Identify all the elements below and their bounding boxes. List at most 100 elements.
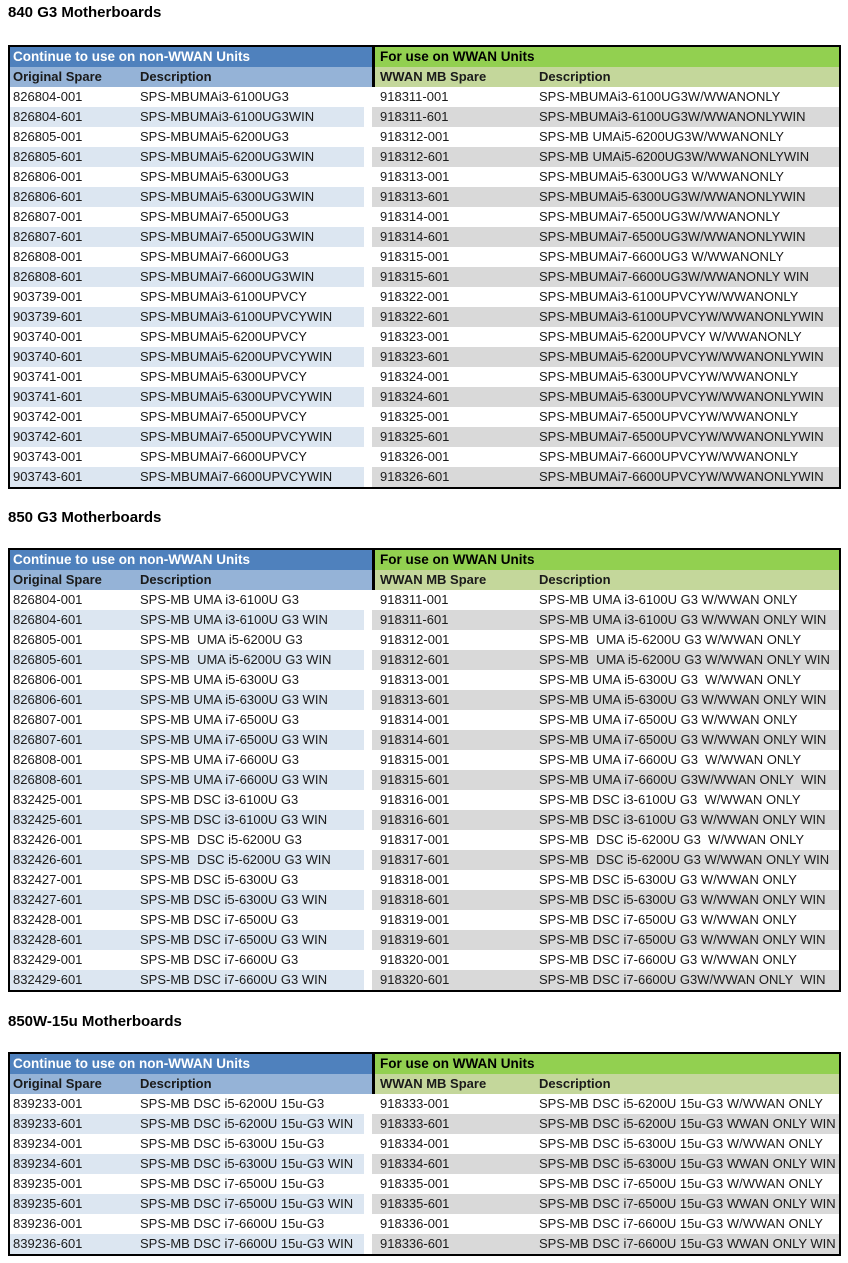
description-cell: SPS-MBUMAi3-6100UG3WIN (135, 107, 364, 127)
wwan-spare-cell: 918334-601 (372, 1154, 535, 1174)
wwan-spare-cell: 918317-001 (380, 832, 450, 847)
wwan-spare-cell: 918314-601 (372, 227, 535, 247)
table-row: 839233-601 SPS-MB DSC i5-6200U 15u-G3 WIN… (10, 1114, 839, 1134)
column-gap (364, 367, 372, 387)
description-cell: SPS-MBUMAi5-6300UG3WIN (135, 187, 364, 207)
table-row: 903740-001 SPS-MBUMAi5-6200UPVCY 918323-00… (10, 327, 839, 347)
wwan-description-cell: SPS-MB DSC i5-6300U G3 W/WWAN ONLY WIN (535, 890, 839, 910)
wwan-spare-cell: 918316-001 (380, 792, 450, 807)
column-gap (364, 467, 372, 487)
column-gap (364, 830, 372, 850)
table-row: 826804-601 SPS-MBUMAi3-6100UG3WIN 918311-6… (10, 107, 839, 127)
table-row: 832428-601 SPS-MB DSC i7-6500U G3 WIN 9183… (10, 930, 839, 950)
table-row: 903739-601 SPS-MBUMAi3-6100UPVCYWIN 918322… (10, 307, 839, 327)
wwan-description-cell: SPS-MB DSC i7-6500U G3 W/WWAN ONLY (539, 912, 797, 927)
wwan-description-cell: SPS-MBUMAi7-6500UG3W/WWANONLY (539, 209, 781, 224)
column-gap (364, 447, 372, 467)
original-spare-cell: 832427-601 (10, 890, 135, 910)
wwan-spare-cell: 918317-601 (372, 850, 535, 870)
description-cell: SPS-MBUMAi5-6200UG3WIN (135, 147, 364, 167)
original-spare-cell: 826806-601 (10, 690, 135, 710)
wwan-spare-cell: 918316-601 (372, 810, 535, 830)
description-cell: SPS-MB DSC i3-6100U G3 WIN (135, 810, 364, 830)
wwan-description-cell: SPS-MB UMA i5-6300U G3 W/WWAN ONLY (539, 672, 802, 687)
column-gap (364, 267, 372, 287)
col-header-original-spare: Original Spare (10, 67, 135, 87)
wwan-spare-cell: 918315-001 (380, 249, 450, 264)
wwan-spare-cell: 918325-001 (380, 409, 450, 424)
wwan-description-cell: SPS-MBUMAi7-6500UG3W/WWANONLYWIN (535, 227, 839, 247)
original-spare-cell: 839236-601 (10, 1234, 135, 1254)
wwan-description-cell: SPS-MBUMAi3-6100UG3W/WWANONLYWIN (535, 107, 839, 127)
table-row: 826806-601 SPS-MB UMA i5-6300U G3 WIN 9183… (10, 690, 839, 710)
original-spare-cell: 903743-001 (13, 449, 83, 464)
original-spare-cell: 826808-001 (13, 249, 83, 264)
wwan-description-cell: SPS-MB DSC i5-6200U G3 W/WWAN ONLY WIN (535, 850, 839, 870)
column-gap (364, 427, 372, 447)
column-gap (364, 87, 372, 107)
original-spare-cell: 839233-601 (10, 1114, 135, 1134)
table-row: 832427-001 SPS-MB DSC i5-6300U G3 918318-0… (10, 870, 839, 890)
column-gap (364, 590, 372, 610)
description-cell: SPS-MBUMAi7-6500UPVCYWIN (135, 427, 364, 447)
column-gap (364, 1154, 372, 1174)
table-row: 832428-001 SPS-MB DSC i7-6500U G3 918319-0… (10, 910, 839, 930)
wwan-spare-cell: 918322-601 (372, 307, 535, 327)
wwan-spare-cell: 918335-001 (380, 1176, 450, 1191)
column-gap (364, 387, 372, 407)
description-cell: SPS-MBUMAi5-6200UG3 (140, 129, 289, 144)
wwan-spare-cell: 918315-601 (372, 770, 535, 790)
original-spare-cell: 826804-601 (10, 610, 135, 630)
original-spare-cell: 826804-001 (13, 89, 83, 104)
original-spare-cell: 832429-601 (10, 970, 135, 990)
table-row: 826806-001 SPS-MBUMAi5-6300UG3 918313-001 S… (10, 167, 839, 187)
description-cell: SPS-MB UMA i7-6600U G3 WIN (135, 770, 364, 790)
description-cell: SPS-MBUMAi7-6600UG3 (140, 249, 289, 264)
table-row: 826807-001 SPS-MBUMAi7-6500UG3 918314-001 S… (10, 207, 839, 227)
table-row: 903742-601 SPS-MBUMAi7-6500UPVCYWIN 918325… (10, 427, 839, 447)
section-850-g3: 850 G3 Motherboards Continue to use on n… (0, 508, 848, 992)
original-spare-cell: 832427-001 (13, 872, 83, 887)
description-cell: SPS-MBUMAi7-6600UPVCY (140, 449, 307, 464)
wwan-spare-cell: 918326-001 (380, 449, 450, 464)
column-gap (364, 730, 372, 750)
table-group-header-row: Continue to use on non-WWAN Units For us… (10, 47, 839, 67)
original-spare-cell: 826805-001 (13, 129, 83, 144)
wwan-description-cell: SPS-MB DSC i7-6500U 15u-G3 W/WWAN ONLY (539, 1176, 823, 1191)
description-cell: SPS-MB DSC i5-6300U G3 WIN (135, 890, 364, 910)
table-row: 839234-601 SPS-MB DSC i5-6300U 15u-G3 WIN… (10, 1154, 839, 1174)
description-cell: SPS-MB UMA i5-6200U G3 WIN (135, 650, 364, 670)
wwan-spare-cell: 918333-001 (380, 1096, 450, 1111)
original-spare-cell: 903740-601 (10, 347, 135, 367)
non-wwan-group-header: Continue to use on non-WWAN Units (10, 1054, 372, 1074)
original-spare-cell: 903741-601 (10, 387, 135, 407)
wwan-description-cell: SPS-MB DSC i5-6300U G3 W/WWAN ONLY (539, 872, 797, 887)
non-wwan-group-header: Continue to use on non-WWAN Units (10, 47, 372, 67)
wwan-description-cell: SPS-MBUMAi5-6200UPVCY W/WWANONLY (539, 329, 802, 344)
table-body: 826804-001 SPS-MBUMAi3-6100UG3 918311-001 S… (10, 87, 839, 487)
section-title: 850W-15u Motherboards (8, 1013, 182, 1030)
original-spare-cell: 903742-601 (10, 427, 135, 447)
description-cell: SPS-MB UMA i3-6100U G3 (140, 592, 299, 607)
wwan-description-cell: SPS-MB DSC i5-6300U 15u-G3 WWAN ONLY WIN (535, 1154, 839, 1174)
original-spare-cell: 832425-601 (10, 810, 135, 830)
wwan-description-cell: SPS-MB UMAi5-6200UG3W/WWANONLYWIN (535, 147, 839, 167)
table-row: 839236-001 SPS-MB DSC i7-6600U 15u-G3 9183… (10, 1214, 839, 1234)
original-spare-cell: 903739-601 (10, 307, 135, 327)
wwan-spare-cell: 918313-001 (380, 169, 450, 184)
table-row: 903740-601 SPS-MBUMAi5-6200UPVCYWIN 918323… (10, 347, 839, 367)
wwan-spare-cell: 918318-601 (372, 890, 535, 910)
wwan-description-cell: SPS-MBUMAi7-6500UPVCYW/WWANONLYWIN (535, 427, 839, 447)
description-cell: SPS-MB UMA i3-6100U G3 WIN (135, 610, 364, 630)
table-row: 826805-001 SPS-MB UMA i5-6200U G3 918312-0… (10, 630, 839, 650)
original-spare-cell: 826806-001 (13, 672, 83, 687)
column-gap (364, 1094, 372, 1114)
table-row: 826806-001 SPS-MB UMA i5-6300U G3 918313-0… (10, 670, 839, 690)
column-gap (364, 327, 372, 347)
description-cell: SPS-MB DSC i5-6300U 15u-G3 WIN (135, 1154, 364, 1174)
page: { "colors": { "header_blue": "#4F81BD", … (0, 3, 848, 1263)
description-cell: SPS-MBUMAi7-6500UG3WIN (135, 227, 364, 247)
column-gap (364, 750, 372, 770)
description-cell: SPS-MB DSC i7-6500U G3 WIN (135, 930, 364, 950)
wwan-spare-cell: 918336-601 (372, 1234, 535, 1254)
